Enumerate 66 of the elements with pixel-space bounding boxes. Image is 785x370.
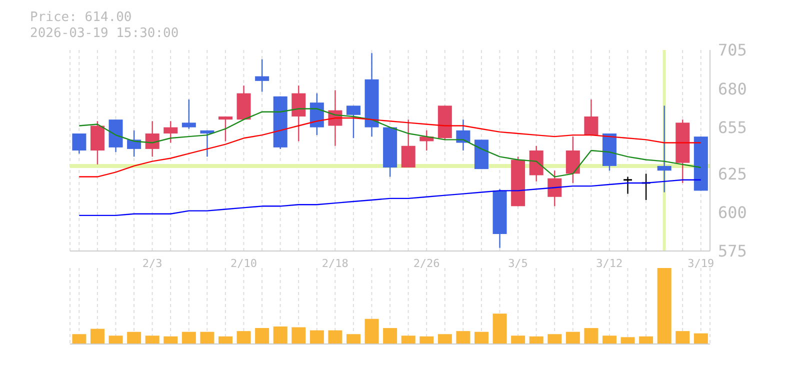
x-tick-label: 2/3 [142,256,162,270]
bar [584,328,598,344]
bar [108,336,123,344]
bar [639,336,654,344]
bar [292,327,306,344]
bar [401,336,416,344]
candlestick [200,130,214,158]
y-tick-label: 680 [718,79,747,98]
x-tick-label: 2/18 [322,256,348,270]
bar [182,332,196,344]
bar [548,334,562,344]
bar [456,331,470,344]
x-tick-label: 3/19 [688,256,714,270]
x-tick-label: 3/12 [596,256,623,270]
y-tick-label: 705 [718,40,747,60]
bar [420,336,434,344]
bar [218,336,232,344]
candlestick [164,120,178,144]
candlestick [145,120,160,158]
bar [236,331,251,344]
candlestick [218,116,232,142]
candlestick [456,118,470,152]
bar [474,332,488,344]
candlestick [127,130,142,158]
bar [273,326,288,344]
bar [72,334,86,344]
bar [383,328,398,344]
bar [566,332,580,344]
candlestick [182,98,196,130]
candlestick [346,105,360,139]
y-tick-label: 655 [718,118,747,137]
y-tick-label: 600 [718,203,747,222]
bar [255,328,270,344]
bar [127,332,142,344]
chart-title: Price: 614.00 [30,10,133,26]
chart-subtitle: 2026-03-19 15:30:00 [30,26,179,42]
candlestick [292,84,306,142]
bar [328,330,342,344]
x-tick-label: 2/26 [413,256,440,270]
bar [511,336,526,344]
candlestick [72,132,86,154]
bar [364,318,379,344]
line-series [78,179,702,216]
candlestick [401,118,416,168]
bar [145,336,160,344]
candlestick [584,98,598,136]
bar [310,330,324,344]
bar [492,314,507,344]
candlestick [548,170,562,207]
bar [346,334,360,344]
bar [529,336,544,344]
candlestick [255,58,270,92]
bar [694,333,708,344]
x-tick-label: 3/5 [508,256,528,270]
bar [602,336,616,344]
candlestick [566,136,580,184]
bar [657,268,672,344]
bar [438,334,452,344]
y-tick-label: 575 [718,242,747,261]
bar [620,337,635,344]
bar [676,331,690,344]
bar [164,336,178,344]
y-tick-label: 625 [718,164,747,184]
bar [200,332,214,344]
bar [90,328,104,344]
x-tick-label: 2/10 [230,256,257,270]
